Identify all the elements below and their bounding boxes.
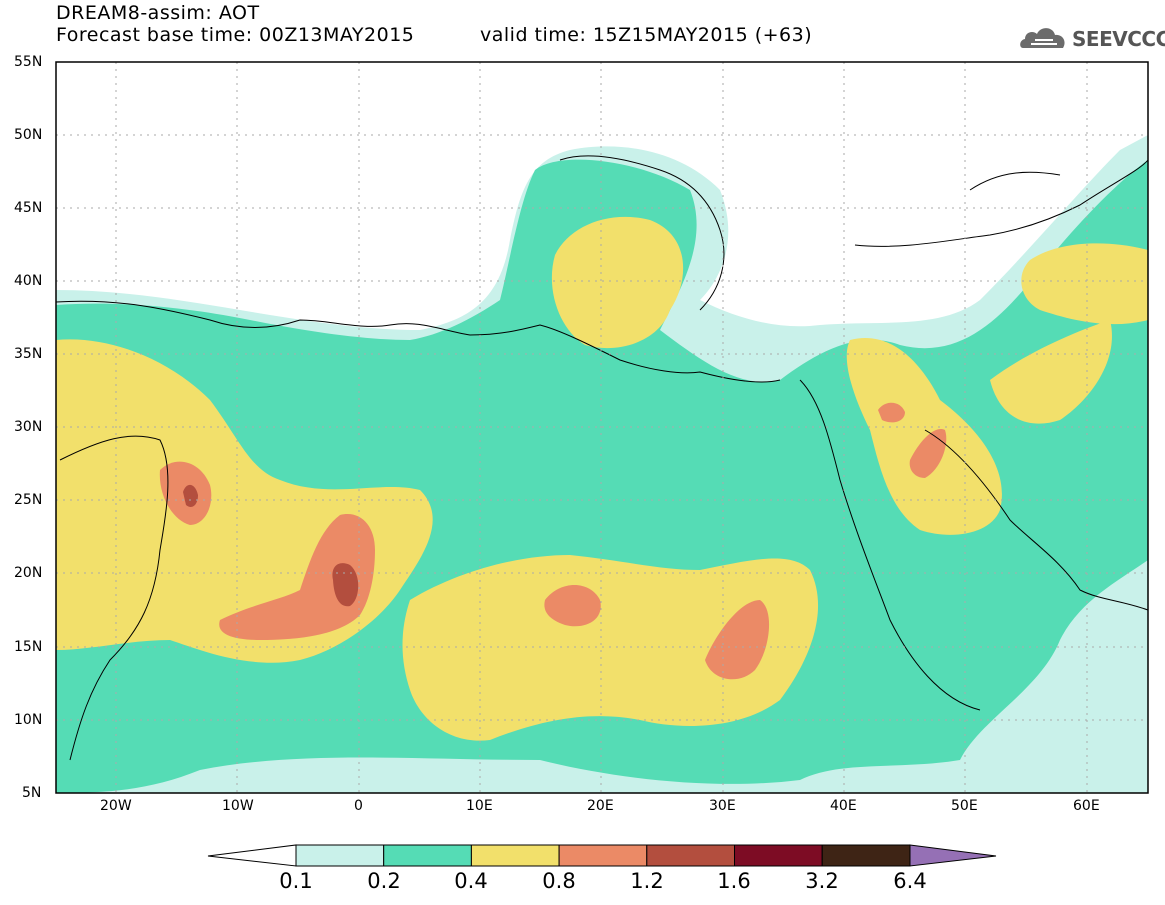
colorbar-segment <box>558 844 648 867</box>
graticule <box>56 62 1148 793</box>
aot-level-0.4-region-central <box>402 555 819 741</box>
colorbar-segment <box>295 844 385 867</box>
map-title: DREAM8-assim: AOT <box>56 2 260 24</box>
aot-level-0.4-region-central-asia <box>1021 243 1148 325</box>
aot-level-0.4-region-iran <box>990 320 1112 424</box>
colorbar-segment <box>734 844 823 867</box>
colorbar-label: 0.4 <box>454 869 488 893</box>
aot-level-0.8-region-kuwait <box>909 429 947 478</box>
colorbar <box>207 844 997 867</box>
colorbar-segment <box>646 844 735 867</box>
colorbar-label: 3.2 <box>805 869 839 893</box>
cloud-icon <box>1020 28 1065 48</box>
colorbar-low-arrow <box>207 844 297 867</box>
x-tick-label: 30E <box>709 798 736 814</box>
colorbar-segment <box>821 844 911 867</box>
x-tick-label: 10E <box>466 798 493 814</box>
y-tick-label: 30N <box>14 419 43 435</box>
y-tick-label: 45N <box>14 200 43 216</box>
aot-level-0.4-region-iraq <box>846 338 1002 535</box>
colorbar-label: 0.2 <box>367 869 401 893</box>
x-tick-label: 0 <box>354 798 363 814</box>
x-tick-label: 20W <box>100 798 132 814</box>
aot-level-0.8-region-chad <box>544 585 601 627</box>
coastlines <box>55 155 1149 761</box>
aot-level-1.2-region-mali <box>332 563 359 607</box>
x-tick-label: 10W <box>222 798 254 814</box>
colorbar-segment <box>383 844 472 867</box>
logo-text: SEEVCCC <box>1072 27 1165 51</box>
aot-level-0.8-region-iraq <box>878 402 905 423</box>
colorbar-label: 0.8 <box>542 869 576 893</box>
y-tick-label: 25N <box>14 492 43 508</box>
valid-time: valid time: 15Z15MAY2015 (+63) <box>480 24 813 46</box>
x-tick-label: 40E <box>830 798 857 814</box>
colorbar-label: 6.4 <box>893 869 927 893</box>
aot-level-1.2-region-wsahara <box>183 484 198 507</box>
y-tick-label: 40N <box>14 273 43 289</box>
colorbar-label: 1.6 <box>717 869 751 893</box>
y-tick-label: 15N <box>14 639 43 655</box>
colorbar-label: 0.1 <box>279 869 313 893</box>
x-tick-label: 20E <box>587 798 614 814</box>
colorbar-segment <box>470 844 560 867</box>
y-tick-label: 50N <box>14 127 43 143</box>
colorbar-label: 1.2 <box>630 869 664 893</box>
aot-level-0.8-region-sudan <box>705 600 770 680</box>
y-tick-label: 20N <box>14 565 43 581</box>
aot-level-0.4-region-balkans <box>551 216 684 349</box>
x-tick-label: 60E <box>1073 798 1100 814</box>
y-tick-label: 5N <box>22 785 42 801</box>
map-frame <box>55 61 1149 794</box>
y-tick-label: 35N <box>14 346 43 362</box>
y-tick-label: 10N <box>14 712 43 728</box>
colorbar-high-arrow <box>909 844 997 867</box>
forecast-base-time: Forecast base time: 00Z13MAY2015 <box>56 24 415 46</box>
y-tick-label: 55N <box>14 54 43 70</box>
aot-level-0.8-region-mali <box>219 514 375 640</box>
x-tick-label: 50E <box>951 798 978 814</box>
